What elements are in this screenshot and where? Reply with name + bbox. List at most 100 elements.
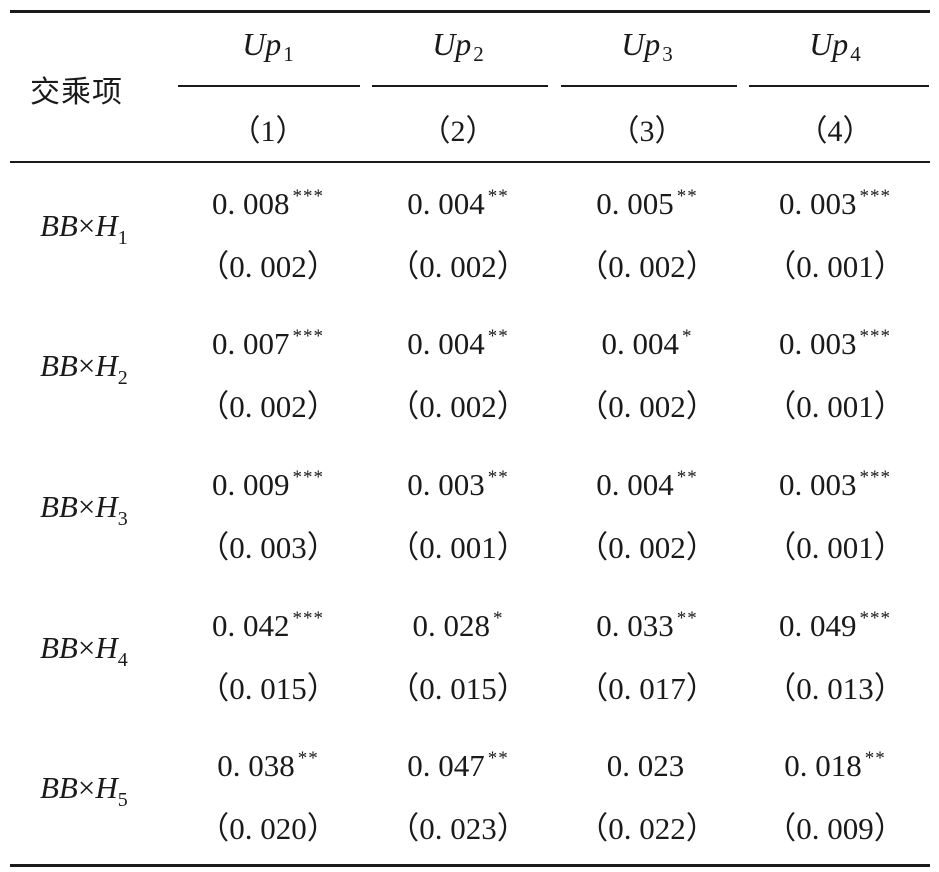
- coefficient-value: 0. 028: [412, 608, 491, 643]
- coefficient-cell: 0. 049 ***: [750, 608, 920, 644]
- corner-label: 交乘项: [30, 76, 123, 109]
- significance-stars: **: [487, 748, 509, 769]
- column-number: （3）: [609, 115, 685, 148]
- column-variable-subscript: 4: [850, 42, 861, 66]
- significance-stars: **: [487, 467, 509, 488]
- significance-stars: ***: [859, 186, 891, 207]
- coefficient-cell: 0. 003 ***: [750, 326, 920, 362]
- standard-error-cell: （0. 002）: [388, 249, 528, 284]
- coefficient-cell: 0. 033 **: [562, 608, 732, 644]
- coefficient-cell: 0. 004 **: [373, 326, 543, 362]
- standard-error-cell: （0. 022）: [577, 811, 717, 846]
- coefficient-cell: 0. 008 ***: [183, 186, 353, 222]
- column-variable: Up: [432, 26, 472, 62]
- coefficient-value: 0. 003: [779, 326, 857, 361]
- coefficient-cell: 0. 047 **: [373, 748, 543, 784]
- coefficient-cell: 0. 003 ***: [750, 186, 920, 222]
- times-sign: ×: [77, 208, 96, 243]
- standard-error-cell: （0. 002）: [388, 389, 528, 424]
- significance-stars: *: [682, 326, 693, 347]
- coefficient-value: 0. 003: [779, 467, 857, 502]
- row-label-prefix: BB: [40, 630, 78, 665]
- coefficient-value: 0. 003: [779, 186, 857, 221]
- column-header: Up4: [765, 26, 905, 67]
- coefficient-cell: 0. 007 ***: [183, 326, 353, 362]
- row-label-variable: H: [95, 770, 118, 805]
- significance-stars: ***: [292, 186, 324, 207]
- coefficient-value: 0. 008: [212, 186, 290, 221]
- column-header: Up2: [388, 26, 528, 67]
- column-variable: Up: [242, 26, 282, 62]
- row-label-prefix: BB: [40, 208, 78, 243]
- row-label: BB×H2: [40, 348, 128, 390]
- standard-error-cell: （0. 002）: [577, 530, 717, 565]
- coefficient-cell: 0. 018 **: [750, 748, 920, 784]
- header-rule: [10, 161, 930, 163]
- coefficient-cell: 0. 028 *: [373, 608, 543, 644]
- standard-error-cell: （0. 009）: [765, 811, 905, 846]
- column-variable-subscript: 3: [662, 42, 673, 66]
- significance-stars: ***: [859, 467, 891, 488]
- column-rule: [749, 85, 929, 87]
- times-sign: ×: [77, 770, 96, 805]
- coefficient-value: 0. 049: [779, 608, 857, 643]
- coefficient-value: 0. 004: [407, 186, 485, 221]
- significance-stars: ***: [859, 608, 891, 629]
- column-header: Up3: [577, 26, 717, 67]
- significance-stars: ***: [859, 326, 891, 347]
- coefficient-value: 0. 003: [407, 467, 485, 502]
- significance-stars: **: [676, 608, 698, 629]
- coefficient-value: 0. 047: [407, 748, 485, 783]
- significance-stars: **: [487, 186, 509, 207]
- standard-error-cell: （0. 003）: [198, 530, 338, 565]
- coefficient-value: 0. 004: [596, 467, 674, 502]
- coefficient-value: 0. 033: [596, 608, 674, 643]
- column-number: （2）: [420, 115, 496, 148]
- standard-error-cell: （0. 002）: [577, 389, 717, 424]
- row-label-subscript: 5: [117, 789, 128, 811]
- coefficient-value: 0. 007: [212, 326, 290, 361]
- coefficient-value: 0. 005: [596, 186, 674, 221]
- coefficient-value: 0. 018: [784, 748, 862, 783]
- column-header: Up1: [198, 26, 338, 67]
- column-variable: Up: [621, 26, 661, 62]
- row-label-variable: H: [95, 208, 118, 243]
- column-variable-subscript: 2: [473, 42, 484, 66]
- times-sign: ×: [77, 348, 96, 383]
- significance-stars: *: [493, 608, 504, 629]
- row-label-variable: H: [95, 348, 118, 383]
- column-number: （4）: [797, 115, 873, 148]
- significance-stars: **: [297, 748, 319, 769]
- times-sign: ×: [77, 489, 96, 524]
- standard-error-cell: （0. 002）: [198, 389, 338, 424]
- row-label-prefix: BB: [40, 489, 78, 524]
- row-label-subscript: 3: [117, 508, 128, 530]
- standard-error-cell: （0. 002）: [577, 249, 717, 284]
- coefficient-cell: 0. 005 **: [562, 186, 732, 222]
- coefficient-value: 0. 023: [606, 748, 685, 783]
- standard-error-cell: （0. 001）: [765, 389, 905, 424]
- column-rule: [561, 85, 737, 87]
- coefficient-cell: 0. 038 **: [183, 748, 353, 784]
- column-variable: Up: [809, 26, 849, 62]
- coefficient-value: 0. 042: [212, 608, 290, 643]
- standard-error-cell: （0. 001）: [765, 249, 905, 284]
- column-number: （1）: [230, 115, 306, 148]
- row-label: BB×H5: [40, 770, 128, 812]
- coefficient-cell: 0. 003 **: [373, 467, 543, 503]
- row-label: BB×H1: [40, 208, 128, 250]
- column-rule: [372, 85, 548, 87]
- standard-error-cell: （0. 001）: [765, 530, 905, 565]
- standard-error-cell: （0. 013）: [765, 671, 905, 706]
- row-label-subscript: 1: [117, 227, 128, 249]
- standard-error-cell: （0. 001）: [388, 530, 528, 565]
- coefficient-value: 0. 038: [217, 748, 295, 783]
- standard-error-cell: （0. 015）: [198, 671, 338, 706]
- coefficient-cell: 0. 042 ***: [183, 608, 353, 644]
- coefficient-value: 0. 004: [407, 326, 485, 361]
- times-sign: ×: [77, 630, 96, 665]
- significance-stars: **: [864, 748, 886, 769]
- significance-stars: **: [676, 467, 698, 488]
- row-label-variable: H: [95, 630, 118, 665]
